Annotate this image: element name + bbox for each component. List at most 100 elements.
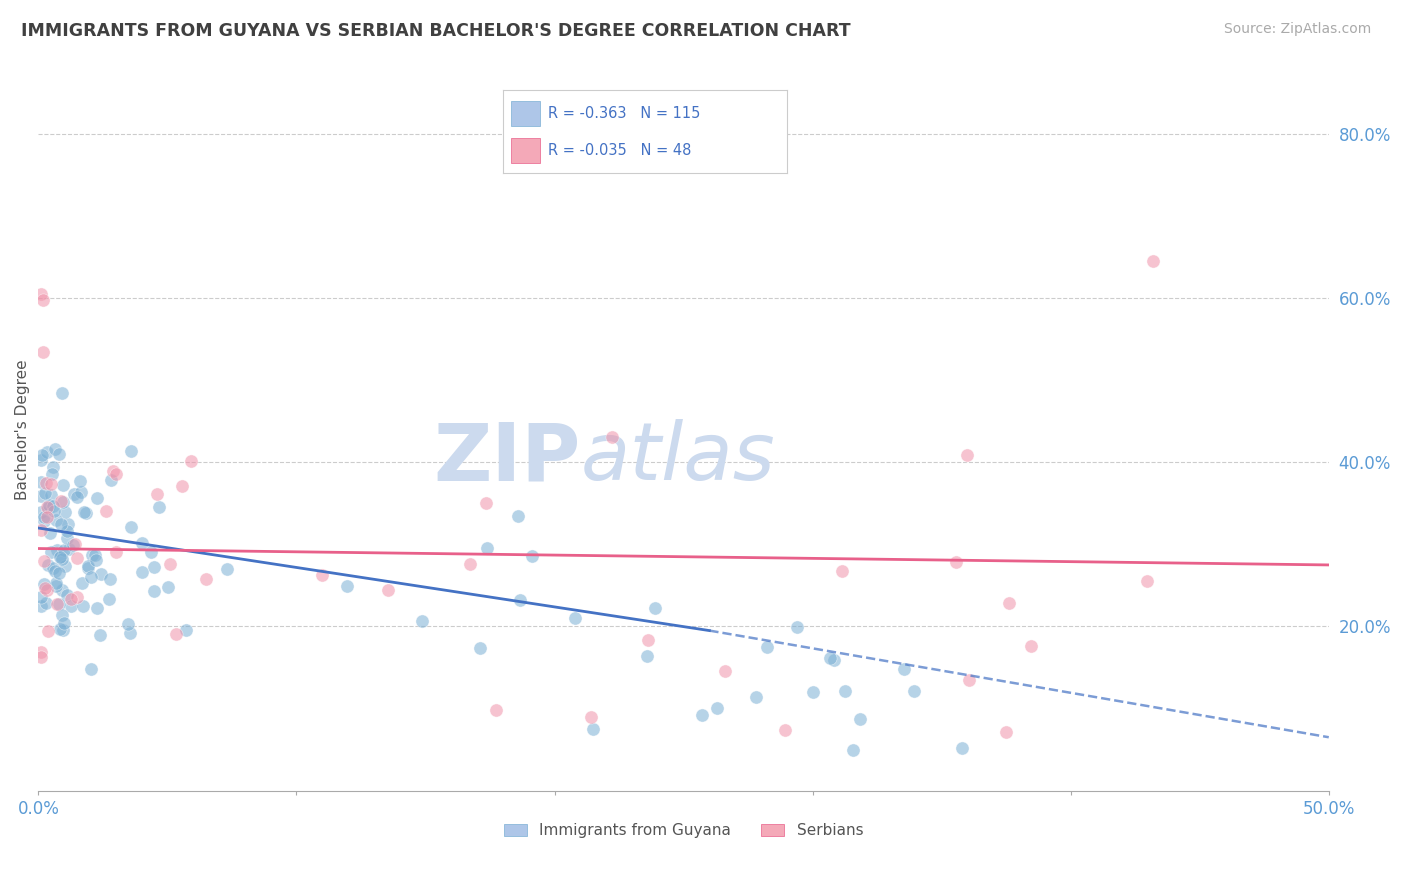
Point [39, 477, 62, 491]
Point [998, 596, 1021, 610]
Point [520, 549, 543, 564]
Point [30, 489, 52, 503]
Point [470, 640, 492, 655]
Point [51, 516, 73, 531]
Point [76, 559, 98, 574]
Point [37, 500, 59, 514]
Point [952, 740, 974, 755]
Point [37, 509, 59, 524]
Point [84, 553, 107, 567]
Point [690, 708, 713, 723]
Point [56, 524, 79, 539]
Point [63, 537, 86, 551]
Point [104, 545, 127, 559]
Point [311, 568, 333, 582]
Point [75, 506, 97, 520]
Point [903, 684, 925, 698]
Point [41, 467, 63, 482]
Point [30, 453, 52, 467]
Point [773, 723, 796, 737]
Point [98, 572, 121, 586]
Point [35, 582, 58, 597]
Point [39, 545, 62, 559]
Point [509, 593, 531, 607]
Point [31, 448, 53, 462]
Point [35, 476, 58, 491]
Point [60, 592, 83, 607]
Point [600, 430, 623, 444]
Point [37, 558, 59, 572]
Text: ZIP: ZIP [433, 419, 581, 498]
Point [848, 712, 870, 726]
Point [475, 496, 498, 510]
Point [73, 505, 96, 519]
Point [32, 293, 55, 307]
Point [1136, 574, 1159, 588]
Point [30, 591, 52, 605]
Point [56, 588, 79, 602]
Point [37, 501, 59, 516]
Point [104, 467, 127, 481]
Point [58, 517, 80, 532]
Point [72, 576, 94, 591]
Point [30, 287, 52, 301]
Point [45, 543, 67, 558]
Point [49, 549, 72, 563]
Point [957, 673, 980, 688]
Point [30, 475, 52, 489]
Point [49, 549, 72, 564]
Point [51, 582, 73, 597]
Point [745, 690, 768, 705]
Point [165, 627, 187, 641]
Point [32, 554, 55, 568]
Point [834, 684, 856, 698]
Point [62, 538, 84, 552]
Point [39, 525, 62, 540]
Point [42, 561, 65, 575]
Point [51, 551, 73, 566]
Point [120, 520, 142, 534]
Point [63, 487, 86, 501]
Point [100, 473, 122, 487]
Point [60, 599, 83, 614]
Point [159, 557, 181, 571]
Point [174, 623, 197, 637]
Point [96, 504, 118, 518]
Point [90, 567, 112, 582]
Legend: Immigrants from Guyana, Serbians: Immigrants from Guyana, Serbians [498, 817, 869, 845]
Point [801, 685, 824, 699]
Point [51, 493, 73, 508]
Point [786, 620, 808, 634]
Point [48, 597, 70, 611]
Point [30, 523, 52, 537]
Point [818, 650, 841, 665]
Point [70, 485, 93, 500]
Point [995, 725, 1018, 739]
Point [1142, 254, 1164, 268]
Point [131, 536, 153, 550]
Point [41, 488, 63, 502]
Point [180, 454, 202, 468]
Point [118, 626, 141, 640]
Point [30, 649, 52, 664]
Point [52, 494, 75, 508]
Point [146, 487, 169, 501]
Point [89, 628, 111, 642]
Point [564, 610, 586, 624]
Point [48, 566, 70, 581]
Point [48, 447, 70, 461]
Point [41, 459, 63, 474]
Point [52, 623, 75, 637]
Point [579, 710, 602, 724]
Point [148, 500, 170, 514]
Point [30, 645, 52, 659]
Text: atlas: atlas [581, 419, 775, 498]
Text: Source: ZipAtlas.com: Source: ZipAtlas.com [1223, 22, 1371, 37]
Point [44, 565, 66, 579]
Point [411, 614, 433, 628]
Point [755, 640, 778, 654]
Point [56, 531, 79, 545]
Point [37, 624, 59, 639]
Point [477, 541, 499, 556]
Point [38, 498, 60, 512]
